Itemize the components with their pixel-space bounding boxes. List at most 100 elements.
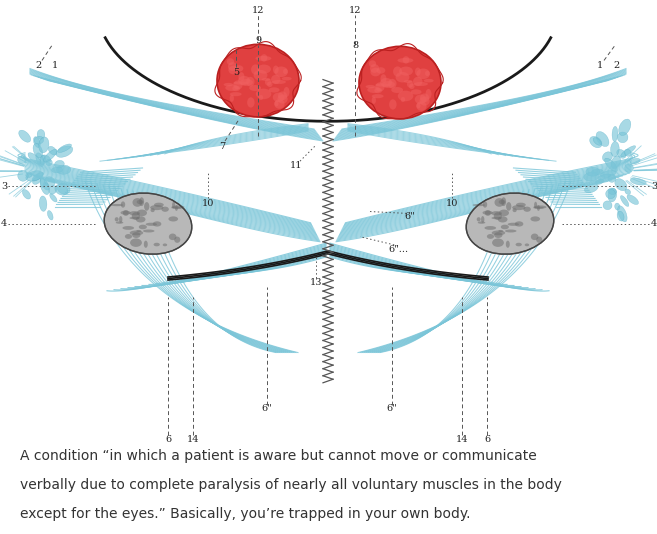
Ellipse shape bbox=[380, 74, 386, 83]
Text: 7: 7 bbox=[219, 142, 225, 151]
Ellipse shape bbox=[399, 67, 413, 76]
Text: 6"...: 6"... bbox=[388, 245, 408, 254]
Ellipse shape bbox=[246, 77, 254, 87]
Ellipse shape bbox=[491, 211, 502, 215]
Ellipse shape bbox=[37, 130, 45, 139]
Ellipse shape bbox=[51, 167, 62, 172]
Ellipse shape bbox=[172, 202, 175, 208]
Ellipse shape bbox=[494, 232, 503, 238]
Ellipse shape bbox=[388, 79, 397, 89]
Ellipse shape bbox=[516, 203, 526, 207]
Text: 11: 11 bbox=[290, 161, 302, 170]
Ellipse shape bbox=[18, 156, 26, 163]
Ellipse shape bbox=[370, 64, 379, 73]
Text: 3: 3 bbox=[651, 182, 657, 191]
Ellipse shape bbox=[119, 216, 122, 223]
Ellipse shape bbox=[40, 178, 49, 194]
Ellipse shape bbox=[618, 206, 627, 222]
Text: 6: 6 bbox=[484, 435, 490, 444]
Ellipse shape bbox=[374, 88, 382, 93]
Ellipse shape bbox=[397, 91, 413, 101]
Ellipse shape bbox=[122, 226, 134, 230]
Ellipse shape bbox=[417, 101, 426, 111]
Ellipse shape bbox=[590, 136, 602, 148]
Ellipse shape bbox=[282, 77, 292, 81]
Ellipse shape bbox=[49, 146, 57, 155]
Ellipse shape bbox=[494, 212, 502, 220]
Ellipse shape bbox=[230, 95, 234, 102]
Text: 6: 6 bbox=[165, 435, 171, 444]
Ellipse shape bbox=[168, 216, 178, 222]
Ellipse shape bbox=[393, 66, 402, 77]
Ellipse shape bbox=[598, 174, 610, 179]
Ellipse shape bbox=[22, 190, 30, 199]
Text: 8: 8 bbox=[352, 41, 358, 50]
Text: 10: 10 bbox=[202, 199, 214, 208]
Ellipse shape bbox=[162, 207, 169, 212]
Ellipse shape bbox=[608, 189, 617, 202]
Ellipse shape bbox=[228, 62, 237, 71]
Ellipse shape bbox=[584, 172, 599, 181]
Ellipse shape bbox=[233, 80, 242, 90]
Ellipse shape bbox=[621, 146, 635, 157]
Ellipse shape bbox=[604, 158, 618, 171]
Ellipse shape bbox=[49, 186, 57, 194]
Ellipse shape bbox=[397, 58, 413, 63]
Ellipse shape bbox=[153, 221, 162, 226]
Ellipse shape bbox=[596, 131, 609, 146]
Ellipse shape bbox=[230, 92, 242, 96]
Ellipse shape bbox=[259, 95, 263, 100]
Ellipse shape bbox=[491, 231, 505, 235]
Ellipse shape bbox=[139, 197, 144, 206]
Text: 9: 9 bbox=[255, 36, 261, 45]
Ellipse shape bbox=[225, 84, 239, 91]
Ellipse shape bbox=[624, 149, 631, 156]
Ellipse shape bbox=[277, 95, 288, 104]
Ellipse shape bbox=[382, 81, 395, 88]
Ellipse shape bbox=[515, 221, 524, 226]
Ellipse shape bbox=[512, 208, 517, 212]
Ellipse shape bbox=[491, 217, 502, 219]
Ellipse shape bbox=[41, 155, 51, 163]
Ellipse shape bbox=[32, 176, 41, 184]
Ellipse shape bbox=[57, 146, 73, 158]
Ellipse shape bbox=[43, 150, 57, 162]
Ellipse shape bbox=[413, 77, 422, 86]
Ellipse shape bbox=[610, 142, 619, 156]
Ellipse shape bbox=[235, 65, 243, 72]
Ellipse shape bbox=[154, 243, 160, 246]
Ellipse shape bbox=[375, 83, 390, 87]
Ellipse shape bbox=[627, 195, 639, 205]
Ellipse shape bbox=[272, 80, 286, 84]
Text: 13: 13 bbox=[309, 278, 322, 287]
Ellipse shape bbox=[150, 205, 164, 210]
Ellipse shape bbox=[499, 200, 505, 204]
Ellipse shape bbox=[380, 78, 392, 88]
Ellipse shape bbox=[498, 230, 503, 232]
Ellipse shape bbox=[278, 91, 287, 100]
Ellipse shape bbox=[606, 189, 616, 199]
Ellipse shape bbox=[115, 217, 119, 222]
Ellipse shape bbox=[171, 207, 182, 209]
Ellipse shape bbox=[407, 81, 413, 88]
Ellipse shape bbox=[611, 156, 621, 169]
Ellipse shape bbox=[533, 207, 544, 209]
Ellipse shape bbox=[34, 136, 44, 144]
Ellipse shape bbox=[389, 99, 397, 109]
Ellipse shape bbox=[420, 93, 429, 102]
Ellipse shape bbox=[261, 78, 271, 81]
Ellipse shape bbox=[376, 67, 386, 74]
Ellipse shape bbox=[129, 231, 143, 235]
Ellipse shape bbox=[43, 183, 49, 190]
Ellipse shape bbox=[267, 81, 273, 87]
Ellipse shape bbox=[265, 78, 271, 85]
Ellipse shape bbox=[247, 97, 254, 108]
Ellipse shape bbox=[132, 232, 141, 238]
Ellipse shape bbox=[516, 243, 522, 246]
Ellipse shape bbox=[26, 171, 43, 181]
Ellipse shape bbox=[585, 184, 598, 193]
Text: 3: 3 bbox=[1, 182, 7, 191]
Ellipse shape bbox=[238, 72, 244, 82]
Ellipse shape bbox=[391, 87, 403, 93]
Ellipse shape bbox=[229, 66, 238, 74]
